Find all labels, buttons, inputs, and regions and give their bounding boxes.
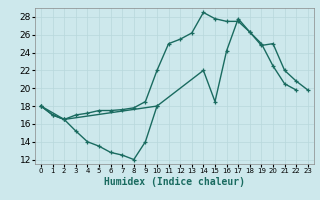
X-axis label: Humidex (Indice chaleur): Humidex (Indice chaleur) bbox=[104, 177, 245, 187]
